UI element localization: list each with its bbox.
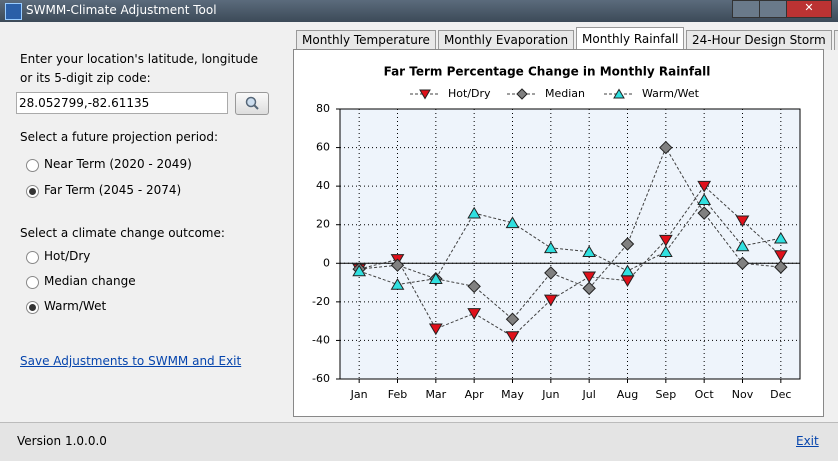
version-label: Version 1.0.0.0 — [17, 434, 107, 448]
data-marker — [697, 206, 711, 220]
data-marker — [543, 241, 558, 254]
data-marker — [658, 234, 673, 247]
x-tick-label: Jul — [582, 388, 596, 401]
tab[interactable]: Monthly Rainfall — [576, 27, 685, 51]
series-line — [359, 185, 782, 338]
y-tick-label: -40 — [312, 333, 330, 346]
y-tick-label: 40 — [316, 179, 330, 192]
location-prompt: Enter your location's latitude, longitud… — [20, 52, 259, 66]
data-marker — [735, 239, 750, 252]
legend-marker — [516, 88, 528, 100]
data-marker — [697, 193, 712, 205]
data-marker — [505, 216, 520, 229]
data-marker — [390, 258, 405, 272]
period-label: Near Term (2020 - 2049) — [44, 157, 192, 171]
y-tick-label: -60 — [312, 372, 330, 385]
outcome-radio[interactable] — [26, 251, 39, 264]
x-tick-label: Mar — [425, 388, 446, 401]
data-marker — [773, 250, 788, 262]
data-marker — [543, 294, 558, 307]
data-marker — [428, 323, 443, 336]
search-button[interactable] — [235, 92, 269, 115]
data-marker — [773, 231, 788, 244]
tab[interactable]: Help — [834, 30, 838, 50]
y-tick-label: 80 — [316, 102, 330, 115]
data-marker — [352, 264, 367, 277]
legend-label: Hot/Dry — [448, 87, 491, 100]
search-icon — [245, 96, 259, 110]
y-tick-label: 0 — [323, 256, 330, 269]
plot-area — [339, 108, 801, 380]
data-marker — [735, 215, 750, 228]
chart-title: Far Term Percentage Change in Monthly Ra… — [384, 65, 711, 79]
legend-label: Warm/Wet — [642, 87, 700, 100]
location-prompt: or its 5-digit zip code: — [20, 71, 151, 85]
legend-marker — [613, 88, 625, 99]
chart: Far Term Percentage Change in Monthly Ra… — [312, 65, 801, 401]
outcome-label: Median change — [44, 274, 136, 288]
data-marker — [467, 206, 482, 219]
y-tick-label: 60 — [316, 141, 330, 154]
period-label: Far Term (2045 - 2074) — [44, 183, 182, 197]
data-marker — [658, 245, 673, 258]
data-marker — [735, 256, 750, 270]
data-marker — [697, 180, 712, 193]
period-prompt: Select a future projection period: — [20, 130, 219, 144]
data-marker — [505, 331, 520, 343]
data-marker — [582, 271, 597, 284]
app-icon — [5, 3, 22, 20]
location-input[interactable]: 28.052799,-82.61135 — [16, 92, 228, 114]
close-button[interactable]: ✕ — [786, 0, 832, 18]
x-tick-label: Dec — [770, 388, 791, 401]
data-marker — [544, 266, 558, 280]
x-tick-label: Jan — [350, 388, 368, 401]
tab[interactable]: Monthly Evaporation — [438, 30, 575, 50]
outcome-radio[interactable] — [26, 276, 39, 289]
title-bar: SWMM-Climate Adjustment Tool ✕ — [0, 0, 838, 22]
period-radio[interactable] — [26, 159, 39, 172]
legend-label: Median — [545, 87, 585, 100]
data-marker — [390, 278, 405, 290]
x-tick-label: Apr — [465, 388, 485, 401]
data-marker — [467, 308, 482, 320]
x-tick-label: Jun — [541, 388, 559, 401]
status-bar — [0, 422, 838, 461]
series-line — [359, 198, 781, 286]
x-tick-label: Aug — [617, 388, 638, 401]
tab[interactable]: 24-Hour Design Storm — [686, 30, 832, 50]
y-tick-label: -20 — [312, 295, 330, 308]
data-marker — [620, 264, 635, 277]
legend-marker — [419, 89, 431, 100]
exit-link[interactable]: Exit — [796, 434, 819, 448]
x-tick-label: Sep — [655, 388, 676, 401]
data-marker — [774, 260, 788, 274]
data-marker — [467, 279, 481, 294]
outcome-prompt: Select a climate change outcome: — [20, 226, 225, 240]
tab[interactable]: Monthly Temperature — [296, 30, 436, 50]
save-link[interactable]: Save Adjustments to SWMM and Exit — [20, 354, 242, 368]
data-marker — [582, 245, 597, 258]
data-marker — [582, 281, 596, 296]
data-marker — [659, 140, 673, 155]
data-marker — [505, 312, 520, 326]
y-tick-label: 20 — [316, 218, 330, 231]
period-radio[interactable] — [26, 185, 39, 198]
x-tick-label: Nov — [732, 388, 754, 401]
x-tick-label: May — [501, 388, 524, 401]
data-marker — [428, 272, 443, 285]
series-line — [359, 146, 781, 320]
outcome-label: Hot/Dry — [44, 249, 91, 263]
outcome-radio[interactable] — [26, 301, 39, 314]
x-tick-label: Feb — [388, 388, 407, 401]
data-marker — [620, 237, 635, 251]
outcome-label: Warm/Wet — [44, 299, 107, 313]
x-tick-label: Oct — [695, 388, 715, 401]
window-title: SWMM-Climate Adjustment Tool — [26, 3, 217, 17]
